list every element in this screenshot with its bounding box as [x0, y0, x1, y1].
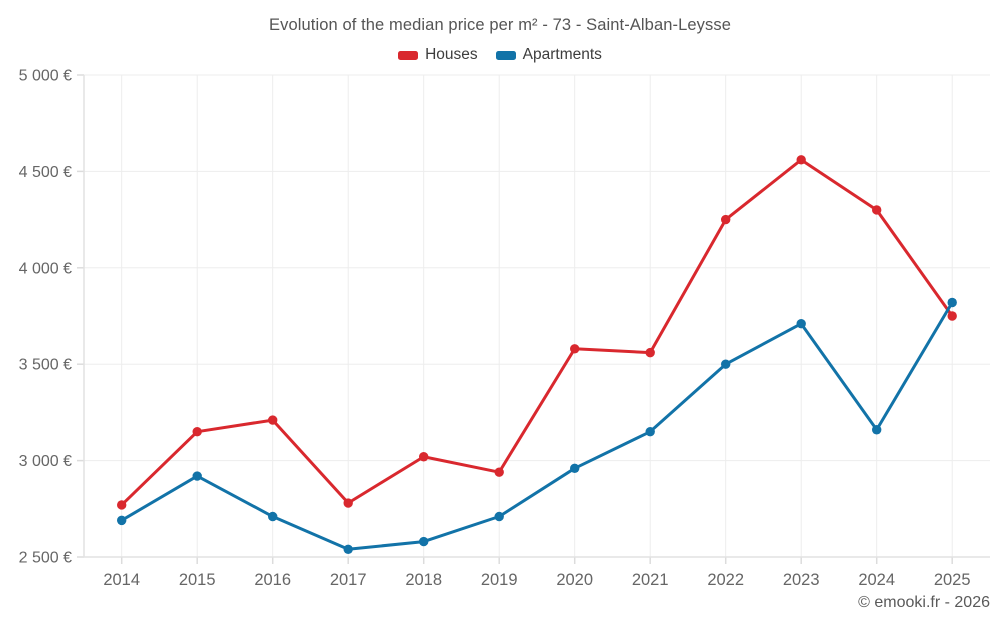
- data-point-apartments-2020: [570, 463, 580, 474]
- x-tick-label: 2024: [858, 571, 895, 589]
- data-point-houses-2017: [343, 498, 353, 508]
- apartments-legend-swatch-icon: [495, 50, 516, 60]
- data-point-apartments-2022: [721, 359, 731, 369]
- x-tick-label: 2015: [179, 571, 216, 589]
- data-point-apartments-2024: [872, 425, 882, 435]
- data-point-apartments-2025: [947, 297, 957, 308]
- y-tick-label: 2 500 €: [19, 550, 72, 567]
- data-point-apartments-2018: [419, 536, 429, 547]
- data-point-apartments-2015: [192, 471, 202, 481]
- data-point-houses-2014: [117, 500, 127, 510]
- data-point-houses-2015: [192, 426, 202, 437]
- data-point-houses-2025: [947, 311, 957, 321]
- data-point-apartments-2016: [268, 511, 278, 522]
- data-point-houses-2018: [419, 452, 429, 462]
- data-point-houses-2022: [721, 214, 731, 225]
- x-tick-label: 2020: [556, 571, 593, 589]
- chart-title: Evolution of the median price per m² - 7…: [268, 16, 731, 34]
- data-point-houses-2020: [570, 344, 580, 354]
- y-tick-label: 4 000 €: [19, 260, 72, 277]
- data-point-houses-2019: [494, 467, 504, 477]
- x-tick-label: 2018: [405, 571, 442, 589]
- series-line-houses: [120, 158, 954, 507]
- x-tick-label: 2019: [481, 571, 518, 589]
- data-point-apartments-2014: [117, 515, 127, 526]
- data-point-apartments-2021: [645, 426, 655, 437]
- y-tick-label: 5 000 €: [19, 68, 72, 85]
- apartments-legend-label: Apartments: [522, 46, 602, 63]
- y-tick-label: 3 000 €: [19, 453, 72, 470]
- y-tick-label: 3 500 €: [19, 357, 72, 374]
- x-tick-label: 2017: [330, 571, 367, 589]
- houses-legend-label: Houses: [425, 46, 478, 63]
- data-point-apartments-2019: [494, 511, 504, 522]
- x-tick-label: 2025: [934, 571, 971, 589]
- data-point-houses-2016: [268, 415, 278, 425]
- data-point-houses-2021: [645, 347, 655, 358]
- data-point-houses-2024: [872, 205, 882, 215]
- x-tick-label: 2016: [254, 571, 291, 589]
- legend-item-apartments[interactable]: Apartments: [495, 46, 602, 64]
- y-tick-label: 4 500 €: [19, 164, 72, 181]
- x-tick-label: 2014: [103, 571, 140, 589]
- credit-link[interactable]: © emooki.fr - 2026: [858, 594, 990, 611]
- legend-item-houses[interactable]: Houses: [398, 46, 478, 64]
- series-line-apartments: [120, 301, 954, 551]
- houses-legend-swatch-icon: [398, 50, 419, 60]
- data-point-apartments-2017: [343, 544, 353, 554]
- data-point-houses-2023: [796, 155, 806, 165]
- x-tick-label: 2023: [783, 571, 820, 589]
- x-tick-label: 2022: [707, 571, 744, 589]
- x-tick-label: 2021: [632, 571, 669, 589]
- chart-legend: Houses Apartments: [0, 46, 1000, 64]
- data-point-apartments-2023: [796, 319, 806, 329]
